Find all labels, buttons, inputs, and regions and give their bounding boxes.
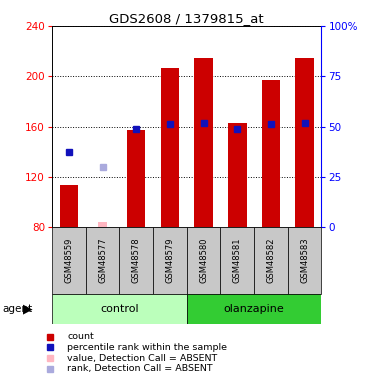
Bar [60,186,78,227]
Bar [161,68,179,227]
Text: control: control [100,304,139,314]
Text: rank, Detection Call = ABSENT: rank, Detection Call = ABSENT [67,364,213,374]
Text: ▶: ▶ [23,303,32,316]
Text: count: count [67,332,94,341]
Text: GSM48577: GSM48577 [98,238,107,284]
Bar [262,80,280,227]
Bar [98,222,107,227]
Text: GSM48582: GSM48582 [266,238,275,284]
Text: GSM48578: GSM48578 [132,238,141,284]
FancyBboxPatch shape [52,294,187,324]
FancyBboxPatch shape [220,227,254,294]
Text: GSM48583: GSM48583 [300,238,309,284]
Text: GSM48581: GSM48581 [233,238,242,284]
FancyBboxPatch shape [119,227,153,294]
Text: olanzapine: olanzapine [224,304,285,314]
FancyBboxPatch shape [85,227,119,294]
Bar [295,58,314,227]
FancyBboxPatch shape [254,227,288,294]
Bar [228,123,246,227]
FancyBboxPatch shape [187,227,220,294]
Text: GSM48559: GSM48559 [64,238,73,284]
FancyBboxPatch shape [52,227,85,294]
FancyBboxPatch shape [153,227,187,294]
Text: agent: agent [2,304,32,314]
FancyBboxPatch shape [187,294,321,324]
Bar [127,130,146,227]
Text: percentile rank within the sample: percentile rank within the sample [67,343,228,352]
Text: value, Detection Call = ABSENT: value, Detection Call = ABSENT [67,354,218,363]
Text: GSM48580: GSM48580 [199,238,208,284]
Text: GSM48579: GSM48579 [166,238,174,284]
Title: GDS2608 / 1379815_at: GDS2608 / 1379815_at [109,12,264,25]
FancyBboxPatch shape [288,227,321,294]
Bar [194,58,213,227]
